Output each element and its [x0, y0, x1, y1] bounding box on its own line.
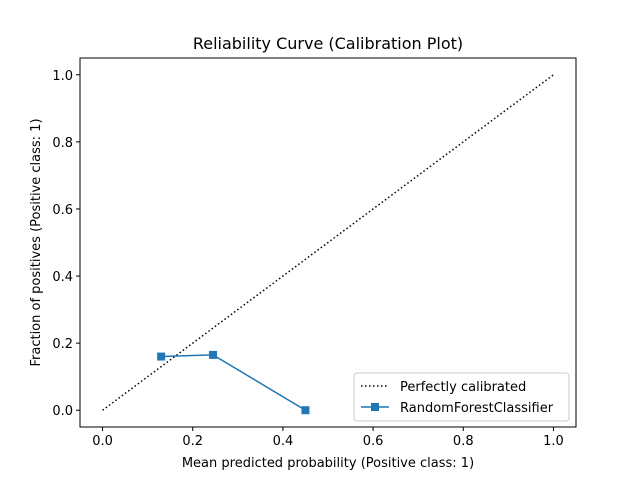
y-tick-label: 0.8 [52, 136, 73, 151]
x-tick-label: 0.0 [92, 434, 113, 449]
y-axis-ticks: 0.0 0.2 0.4 0.6 0.8 1.0 [52, 69, 80, 419]
x-tick-label: 0.4 [273, 434, 294, 449]
series-line-1 [161, 354, 306, 411]
y-tick-label: 1.0 [52, 69, 73, 84]
data-point [209, 350, 218, 359]
x-tick-label: 1.0 [543, 434, 564, 449]
chart-title: Reliability Curve (Calibration Plot) [193, 34, 463, 53]
x-tick-label: 0.6 [363, 434, 384, 449]
y-tick-label: 0.4 [52, 270, 73, 285]
x-tick-label: 0.2 [182, 434, 203, 449]
legend: Perfectly calibrated RandomForestClassif… [353, 372, 570, 422]
plot-area [102, 74, 554, 415]
legend-label-random-forest: RandomForestClassifier [400, 401, 554, 416]
legend-label-perfectly-calibrated: Perfectly calibrated [400, 380, 526, 395]
series-line-0 [102, 74, 554, 411]
legend-marker-random-forest [371, 403, 379, 411]
y-tick-label: 0.6 [52, 203, 73, 218]
data-point [157, 352, 166, 361]
x-axis-label: Mean predicted probability (Positive cla… [182, 456, 474, 471]
x-tick-label: 0.8 [453, 434, 474, 449]
axes-frame [79, 57, 577, 428]
x-axis-ticks: 0.0 0.2 0.4 0.6 0.8 1.0 [92, 427, 564, 449]
y-tick-label: 0.0 [52, 404, 73, 419]
y-tick-label: 0.2 [52, 337, 73, 352]
legend-box [353, 372, 570, 422]
y-axis-label: Fraction of positives (Positive class: 1… [29, 118, 44, 366]
data-point [301, 406, 310, 415]
